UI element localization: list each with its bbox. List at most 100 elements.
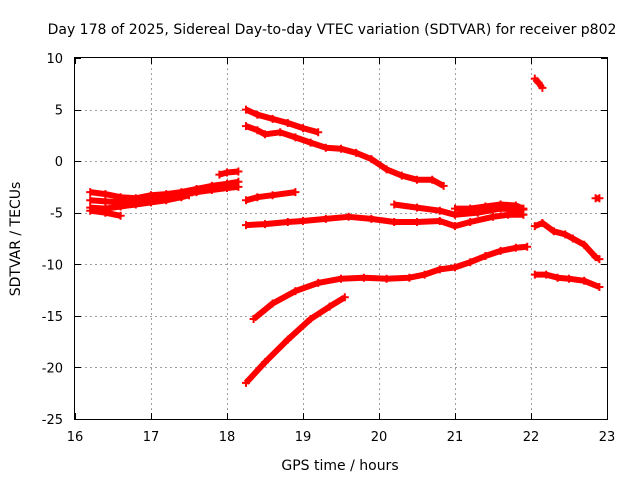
data-point — [530, 270, 539, 279]
data-point — [306, 315, 315, 323]
series-line — [534, 271, 601, 290]
data-point — [283, 119, 292, 127]
y-tick-label: -20 — [42, 361, 63, 376]
data-point — [451, 204, 459, 213]
data-point — [542, 270, 551, 279]
series-line — [244, 123, 446, 189]
x-tick-label: 16 — [67, 430, 84, 445]
series-6 — [242, 105, 323, 137]
x-axis-label: GPS time / hours — [281, 458, 398, 474]
data-point — [314, 278, 323, 287]
data-point — [580, 240, 589, 249]
data-point — [253, 126, 262, 135]
series-15 — [530, 219, 604, 264]
data-point — [359, 273, 368, 282]
data-point — [435, 217, 444, 225]
data-point — [367, 155, 376, 164]
data-point — [261, 358, 269, 367]
data-point — [397, 171, 406, 180]
data-point — [390, 200, 399, 209]
series-11 — [451, 200, 528, 213]
data-point — [382, 274, 391, 283]
data-point — [223, 168, 231, 177]
series-17 — [591, 194, 604, 203]
y-tick-label: -15 — [42, 310, 63, 325]
data-point — [253, 193, 262, 202]
data-point — [523, 242, 532, 251]
data-point — [261, 220, 269, 229]
data-point — [382, 165, 391, 174]
data-point — [439, 181, 448, 190]
data-point — [481, 202, 490, 211]
data-point — [291, 133, 300, 142]
series-line — [243, 294, 347, 385]
data-point — [553, 273, 562, 282]
x-tick-label: 19 — [295, 430, 312, 445]
data-point — [538, 219, 547, 227]
data-point — [242, 105, 250, 114]
data-point — [595, 194, 604, 203]
series-line — [251, 243, 528, 322]
series-13 — [242, 293, 349, 387]
series-7 — [242, 122, 448, 190]
y-tick-label: 10 — [46, 52, 63, 67]
data-point — [466, 218, 475, 226]
x-tick-label: 21 — [447, 430, 464, 445]
data-point — [435, 206, 444, 215]
data-point — [565, 274, 573, 283]
data-point — [511, 201, 520, 210]
data-point — [428, 175, 437, 184]
plot-frame — [74, 57, 608, 420]
y-tick-label: -5 — [50, 207, 63, 222]
data-point — [390, 218, 399, 226]
data-point — [101, 190, 110, 199]
data-point — [314, 128, 323, 137]
data-point — [299, 124, 307, 133]
data-point — [234, 182, 243, 191]
data-point — [116, 211, 125, 220]
data-point — [481, 252, 490, 260]
x-tick-label: 20 — [371, 430, 388, 445]
data-point — [451, 263, 459, 272]
axis-ticks: 16 17 18 19 20 21 22 23 -25 -20 -15 -10 -5 0 5 10 — [42, 52, 616, 445]
series-8 — [242, 188, 300, 205]
data-point — [268, 299, 277, 308]
data-point — [177, 193, 186, 202]
y-tick-label: -10 — [42, 258, 63, 273]
series-5 — [215, 167, 243, 179]
data-point — [291, 287, 300, 296]
data-point — [352, 148, 361, 157]
data-point — [116, 202, 125, 211]
data-point — [511, 243, 520, 252]
data-point — [580, 276, 589, 285]
data-point — [466, 204, 475, 213]
data-point — [538, 83, 547, 92]
data-point — [367, 214, 376, 223]
data-point — [242, 221, 250, 230]
data-traces — [86, 74, 604, 387]
data-point — [86, 188, 95, 197]
data-point — [413, 203, 421, 212]
series-line — [533, 220, 601, 262]
data-point — [325, 302, 334, 311]
y-axis-label: SDTVAR / TECUs — [8, 182, 24, 297]
data-point — [268, 114, 277, 123]
data-point — [291, 188, 300, 197]
y-tick-label: 5 — [55, 104, 63, 119]
data-point — [595, 283, 604, 291]
y-tick-label: -25 — [42, 413, 63, 428]
series-12 — [249, 242, 532, 323]
data-point — [530, 222, 539, 231]
data-point — [466, 258, 475, 267]
data-point — [268, 191, 277, 200]
data-point — [215, 170, 224, 179]
x-tick-label: 18 — [219, 430, 236, 445]
data-point — [504, 210, 513, 219]
data-point — [561, 230, 570, 239]
data-point — [496, 200, 505, 209]
data-point — [337, 274, 345, 283]
data-point — [435, 265, 444, 274]
data-point — [321, 214, 330, 223]
data-point — [299, 217, 307, 225]
